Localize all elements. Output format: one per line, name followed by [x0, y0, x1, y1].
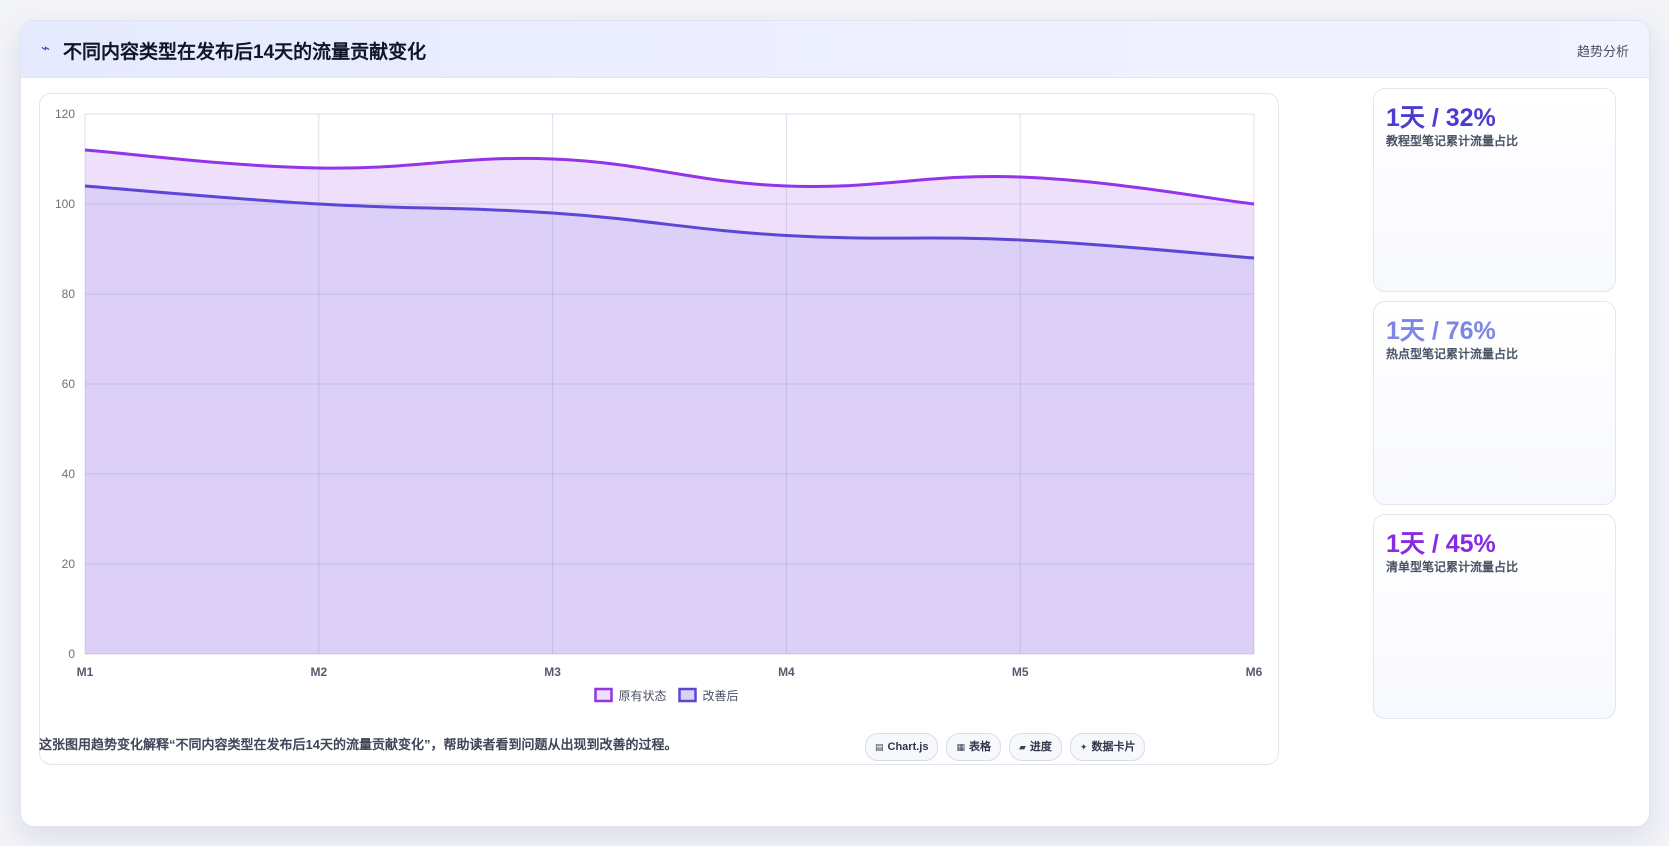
kpi-label: 热点型笔记累计流量占比 [1386, 347, 1519, 361]
kpi-value: 1天 / 45% [1386, 530, 1496, 558]
kpi-value: 1天 / 76% [1386, 317, 1496, 345]
x-tick-label: M3 [544, 665, 561, 679]
x-tick-label: M4 [778, 665, 795, 679]
kpi-value: 1天 / 32% [1386, 104, 1496, 132]
chart-icon: ▤ [875, 742, 884, 752]
legend-label: 原有状态 [619, 689, 667, 703]
kpi-card-tutorial: 1天 / 32% 教程型笔记累计流量占比 [1373, 88, 1616, 292]
pill-table[interactable]: ▦ 表格 [946, 733, 1001, 761]
kpi-label: 教程型笔记累计流量占比 [1386, 134, 1519, 148]
header-tag: 趋势分析 [1576, 44, 1629, 59]
chart-description: 这张图用趋势变化解释“不同内容类型在发布后14天的流量贡献变化”，帮助读者看到问… [39, 737, 678, 752]
kpi-card-list: 1天 / 45% 清单型笔记累计流量占比 [1373, 514, 1616, 719]
dashboard-card: ⌁ 不同内容类型在发布后14天的流量贡献变化 趋势分析 0 20 40 60 80 100… [20, 20, 1650, 827]
x-tick-label: M5 [1012, 665, 1029, 679]
pill-label: 数据卡片 [1091, 741, 1136, 753]
x-tick-label: M2 [310, 665, 327, 679]
card-header: ⌁ 不同内容类型在发布后14天的流量贡献变化 趋势分析 [21, 21, 1649, 78]
series-line-1 [84, 184, 1255, 260]
pill-label: Chart.js [887, 741, 929, 753]
y-tick-label: 40 [62, 467, 76, 481]
pill-label: 进度 [1029, 741, 1052, 753]
pill-chartjs[interactable]: ▤ Chart.js [865, 733, 939, 761]
kpi-label: 清单型笔记累计流量占比 [1386, 560, 1519, 574]
x-tick-label: M6 [1246, 665, 1263, 679]
trend-icon: ⌁ [41, 40, 51, 57]
tag-pills: ▤ Chart.js ▦ 表格 ▰ 进度 ✦ 数据卡片 [865, 733, 1146, 761]
y-tick-label: 100 [55, 197, 75, 211]
area-chart: 0 20 40 60 80 100 120 M1 M2 M3 M4 M5 M6 原有状态 改善后 [55, 107, 1263, 703]
legend-swatch [678, 687, 697, 703]
x-tick-label: M1 [77, 665, 94, 679]
progress-icon: ▰ [1019, 742, 1026, 752]
series-area-1 [85, 186, 1254, 654]
sparkle-icon: ✦ [1079, 742, 1088, 752]
legend-label: 改善后 [703, 688, 739, 703]
chart-panel: 0 20 40 60 80 100 120 M1 M2 M3 M4 M5 M6 原有状态 改善后 [39, 93, 1279, 765]
y-tick-label: 0 [68, 647, 75, 661]
pill-label: 表格 [969, 741, 991, 753]
pill-data-card[interactable]: ✦ 数据卡片 [1069, 733, 1146, 761]
series-line-0 [84, 148, 1255, 206]
page-title: 不同内容类型在发布后14天的流量贡献变化 [63, 42, 427, 63]
kpi-card-hotspot: 1天 / 76% 热点型笔记累计流量占比 [1373, 301, 1616, 505]
table-icon: ▦ [956, 742, 965, 752]
legend-swatch [594, 687, 613, 703]
y-tick-label: 120 [55, 107, 75, 121]
y-tick-label: 60 [62, 377, 76, 391]
y-tick-label: 20 [62, 557, 76, 571]
y-tick-label: 80 [62, 287, 76, 301]
pill-progress[interactable]: ▰ 进度 [1009, 733, 1062, 761]
